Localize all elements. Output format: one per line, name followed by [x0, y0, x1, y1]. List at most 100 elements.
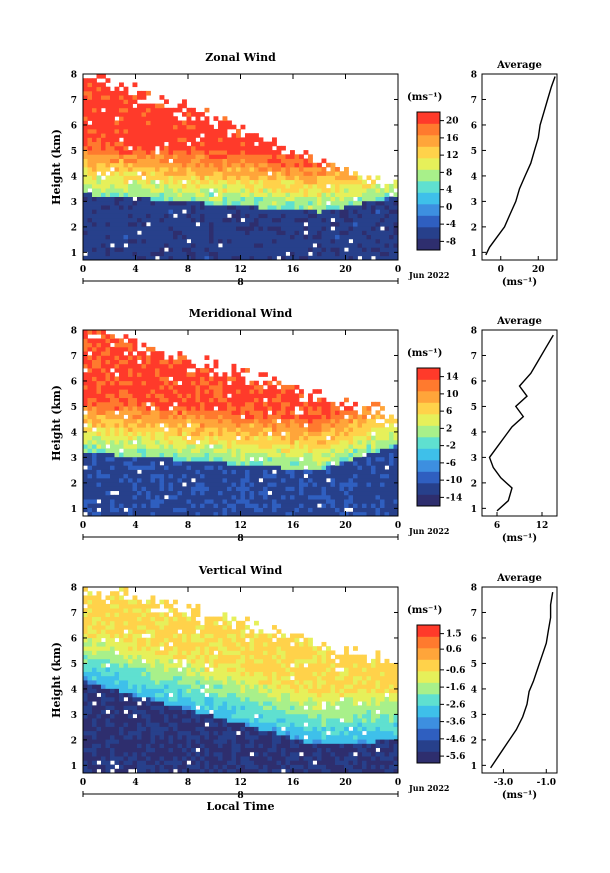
zonal-heatmap-cell [335, 230, 340, 236]
zonal-heatmap-cell [168, 205, 174, 210]
zonal-heatmap-cell [132, 167, 138, 172]
meridional-heatmap-cell [258, 439, 264, 445]
zonal-heatmap-cell [123, 112, 129, 117]
vertical-heatmap-cell [119, 751, 124, 757]
zonal-heatmap-cell [389, 188, 394, 193]
zonal-heatmap-cell [267, 221, 273, 227]
zonal-heatmap-cell [312, 230, 318, 236]
vertical-heatmap-cell [92, 739, 97, 744]
zonal-heatmap-cell [240, 230, 246, 236]
zonal-heatmap-cell [213, 162, 219, 168]
meridional-heatmap-cell [96, 363, 102, 369]
zonal-heatmap-cell [195, 247, 201, 252]
zonal-heatmap-cell [132, 107, 138, 113]
meridional-heatmap-cell [236, 494, 241, 500]
zonal-heatmap-cell [186, 247, 192, 252]
meridional-heatmap-cell [114, 503, 120, 508]
meridional-heatmap-cell [236, 444, 241, 449]
zonal-heatmap-cell [186, 133, 192, 138]
meridional-heatmap-cell [362, 427, 367, 432]
zonal-heatmap-cell [227, 162, 232, 168]
vertical-heatmap-cell [114, 739, 120, 744]
meridional-heatmap-cell [96, 439, 102, 445]
meridional-heatmap-cell [128, 368, 133, 373]
zonal-heatmap-cell [141, 200, 147, 206]
meridional-heatmap-cell [164, 363, 169, 369]
meridional-heatmap-cell [321, 414, 327, 420]
meridional-heatmap-cell [245, 503, 250, 508]
zonal-heatmap-cell [101, 167, 106, 172]
meridional-heatmap-cell [146, 376, 151, 382]
meridional-heatmap-cell [366, 452, 372, 458]
meridional-heatmap-cell [308, 448, 313, 453]
meridional-heatmap-cell [110, 461, 115, 466]
meridional-heatmap-cell [236, 499, 241, 504]
meridional-heatmap-cell [159, 431, 165, 437]
zonal-heatmap-cell [177, 145, 183, 151]
meridional-heatmap-cell [213, 490, 219, 496]
meridional-heatmap-cell [101, 330, 106, 335]
meridional-heatmap-cell [123, 418, 129, 424]
meridional-heatmap-cell [249, 494, 255, 500]
vertical-heatmap-cell [83, 646, 88, 651]
meridional-profile-y-tick-label: 5 [471, 403, 477, 413]
zonal-heatmap-cell [335, 188, 340, 193]
meridional-heatmap-cell [258, 511, 264, 517]
zonal-heatmap-cell [137, 158, 142, 164]
meridional-heatmap-cell [384, 499, 390, 504]
zonal-heatmap-cell [366, 226, 372, 231]
zonal-heatmap-cell [281, 251, 286, 257]
meridional-heatmap-cell [209, 368, 214, 373]
meridional-heatmap-cell [177, 486, 183, 492]
zonal-heatmap-cell [303, 158, 309, 164]
zonal-heatmap-cell [294, 251, 300, 257]
meridional-heatmap-cell [114, 423, 120, 428]
vertical-heatmap-cell [87, 637, 93, 643]
zonal-heatmap-cell [258, 243, 264, 248]
zonal-heatmap-cell [362, 209, 367, 214]
meridional-heatmap-cell [249, 406, 255, 411]
meridional-heatmap-cell [290, 465, 295, 470]
meridional-heatmap-cell [263, 372, 268, 377]
zonal-heatmap-cell [281, 183, 286, 189]
zonal-heatmap-cell [384, 238, 390, 244]
meridional-heatmap-cell [123, 384, 129, 390]
meridional-heatmap-cell [317, 494, 322, 500]
vertical-heatmap-cell [114, 620, 120, 626]
zonal-heatmap-cell [299, 213, 304, 219]
zonal-heatmap-cell [317, 234, 322, 240]
meridional-heatmap-cell [119, 389, 124, 394]
meridional-heatmap-cell [182, 401, 187, 407]
zonal-heatmap-cell [123, 107, 129, 113]
meridional-heatmap-cell [263, 401, 268, 407]
meridional-heatmap-cell [141, 372, 147, 377]
zonal-heatmap-cell [123, 200, 129, 206]
zonal-heatmap-cell [249, 162, 255, 168]
meridional-heatmap-cell [335, 414, 340, 420]
zonal-heatmap-cell [96, 255, 102, 261]
zonal-heatmap-cell [362, 179, 367, 185]
meridional-heatmap-cell [299, 435, 304, 441]
zonal-heatmap-cell [321, 217, 327, 223]
meridional-heatmap-cell [173, 397, 178, 403]
zonal-heatmap-cell [339, 247, 345, 252]
zonal-profile-x-tick-label: 20 [532, 265, 545, 275]
meridional-heatmap-cell [218, 410, 223, 415]
meridional-heatmap-cell [222, 435, 228, 441]
zonal-heatmap-cell [105, 158, 111, 164]
zonal-heatmap-cell [195, 167, 201, 172]
meridional-heatmap-cell [110, 355, 115, 360]
zonal-heatmap-cell [191, 175, 196, 181]
meridional-heatmap-cell [191, 384, 196, 390]
meridional-heatmap-cell [123, 401, 129, 407]
zonal-heatmap-cell [128, 154, 133, 159]
zonal-heatmap-cell [236, 162, 241, 168]
meridional-heatmap-cell [294, 444, 300, 449]
zonal-heatmap-cell [389, 234, 394, 240]
zonal-heatmap-cell [276, 221, 282, 227]
meridional-heatmap-cell [173, 461, 178, 466]
meridional-heatmap-cell [119, 363, 124, 369]
zonal-heatmap-cell [137, 255, 142, 261]
meridional-heatmap-cell [249, 397, 255, 403]
zonal-heatmap-cell [195, 226, 201, 231]
